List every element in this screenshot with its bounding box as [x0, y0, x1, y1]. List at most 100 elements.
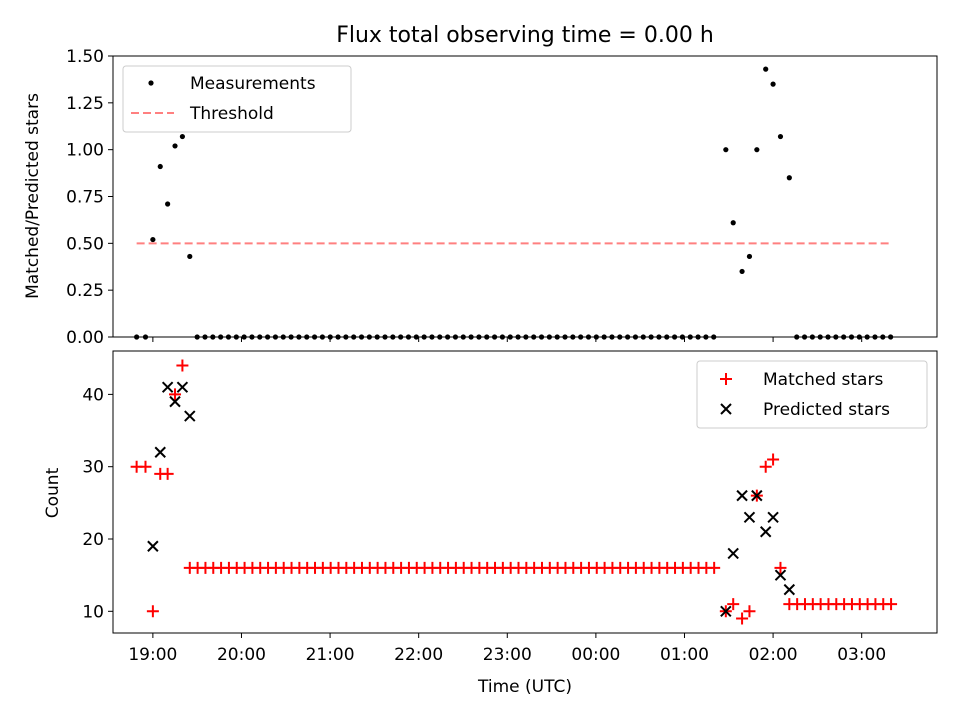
data-point	[374, 334, 380, 340]
data-point	[139, 460, 152, 473]
data-point	[825, 334, 831, 340]
x-tick-label: 23:00	[483, 645, 532, 665]
data-point	[632, 334, 639, 340]
x-tick-label: 20:00	[217, 645, 266, 665]
data-point	[169, 395, 181, 408]
data-point	[147, 540, 159, 552]
data-point	[413, 334, 419, 340]
data-point	[150, 236, 156, 243]
series-matched-stars	[130, 359, 898, 625]
data-point	[194, 334, 200, 340]
data-point	[210, 334, 216, 340]
data-point	[763, 66, 769, 72]
data-point	[366, 334, 372, 340]
data-point	[770, 81, 776, 87]
data-point	[280, 334, 286, 340]
top-ylabel: Matched/Predicted stars	[23, 93, 43, 299]
data-point	[538, 334, 545, 340]
x-tick-label: 01:00	[660, 645, 709, 665]
legend-matched-marker	[720, 373, 732, 385]
data-point	[888, 334, 894, 340]
data-point	[723, 147, 729, 153]
legend-predicted-label: Predicted stars	[763, 400, 890, 420]
data-point	[554, 334, 560, 340]
data-point	[759, 526, 772, 538]
y-tick-label: 0.25	[66, 281, 104, 301]
y-tick-label: 1.25	[66, 94, 104, 114]
data-point	[783, 583, 796, 596]
data-point	[429, 334, 435, 340]
legend-threshold-label: Threshold	[189, 104, 274, 124]
top-legend-box	[122, 65, 352, 133]
x-tick-label: 22:00	[394, 645, 443, 665]
x-tick-label: 03:00	[837, 645, 886, 665]
legend-predicted-marker	[720, 403, 732, 415]
data-point	[640, 334, 646, 340]
data-point	[179, 133, 186, 140]
data-point	[708, 561, 721, 574]
data-point	[767, 511, 779, 524]
x-tick-label: 21:00	[306, 645, 355, 665]
data-point	[777, 133, 784, 140]
data-point	[801, 334, 808, 340]
data-point	[720, 605, 732, 618]
data-point	[176, 359, 189, 372]
data-point	[730, 220, 736, 226]
data-point	[578, 334, 584, 340]
data-point	[711, 334, 717, 340]
data-point	[146, 605, 159, 618]
data-point	[885, 598, 898, 611]
x-tick-label: 19:00	[128, 645, 177, 665]
data-point	[585, 334, 592, 340]
data-point	[609, 334, 615, 340]
y-tick-label: 40	[82, 385, 104, 405]
data-point	[476, 334, 482, 340]
data-point	[142, 334, 149, 340]
data-point	[817, 334, 823, 340]
data-point	[257, 334, 263, 340]
data-point	[546, 334, 552, 340]
y-tick-label: 0.00	[66, 328, 104, 348]
legend-measurements-label: Measurements	[190, 74, 316, 94]
data-point	[187, 253, 193, 260]
data-point	[134, 334, 140, 340]
data-point	[687, 334, 693, 340]
data-point	[249, 334, 255, 340]
legend-measurements-marker	[148, 80, 154, 86]
data-point	[343, 334, 349, 340]
data-point	[172, 143, 178, 149]
data-point	[872, 334, 878, 340]
bottom-ylabel: Count	[43, 467, 63, 518]
data-point	[671, 334, 678, 340]
data-point	[161, 381, 174, 393]
data-point	[335, 334, 341, 340]
data-point	[617, 334, 623, 340]
data-point	[169, 388, 182, 401]
data-point	[841, 334, 847, 340]
data-point	[157, 163, 163, 170]
data-point	[202, 334, 208, 340]
bottom-xlabel: Time (UTC)	[477, 677, 572, 697]
data-point	[727, 547, 739, 560]
data-point	[695, 334, 701, 340]
data-point	[304, 334, 310, 340]
data-point	[601, 334, 607, 340]
data-point	[515, 334, 521, 340]
data-point	[445, 334, 451, 340]
data-point	[452, 334, 459, 340]
data-point	[751, 489, 763, 502]
data-point	[746, 253, 753, 260]
data-point	[856, 334, 862, 340]
legend-matched-label: Matched stars	[763, 370, 883, 390]
data-point	[864, 334, 870, 340]
data-point	[233, 334, 239, 340]
bottom-legend: Matched stars Predicted stars	[696, 360, 928, 429]
data-point	[848, 334, 855, 340]
data-point	[736, 612, 749, 625]
data-point	[499, 334, 506, 340]
x-tick-label: 00:00	[571, 645, 620, 665]
data-point	[625, 334, 631, 340]
data-point	[739, 268, 745, 275]
data-point	[786, 175, 792, 181]
